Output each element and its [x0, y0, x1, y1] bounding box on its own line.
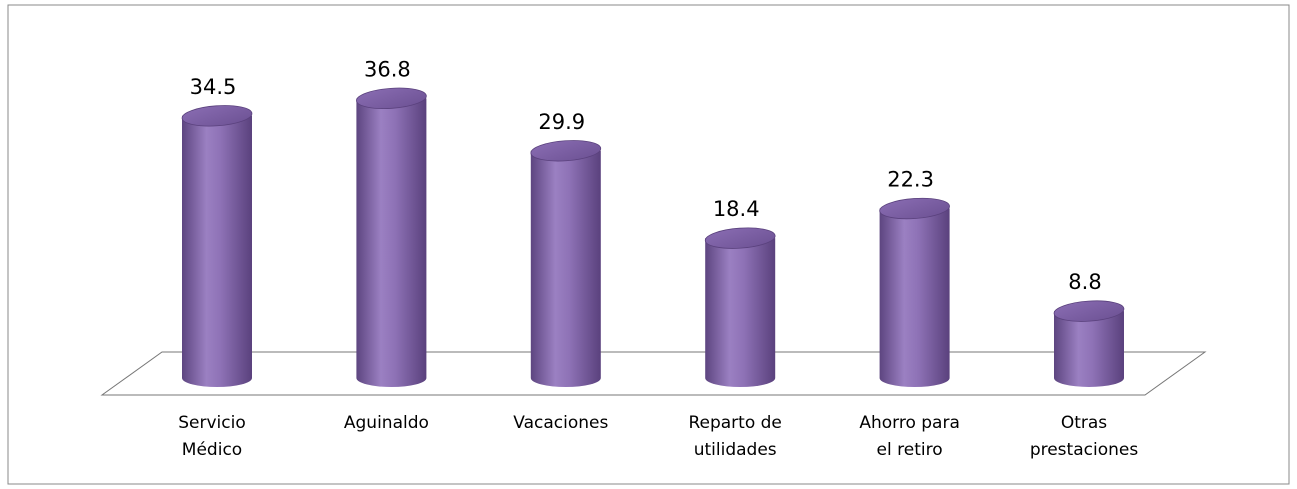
bar [181, 105, 253, 388]
x-tick-label: Vacaciones [513, 413, 609, 433]
bar-body [182, 115, 252, 388]
bar [1053, 300, 1125, 387]
data-label: 34.5 [190, 75, 237, 99]
x-tick-label: Servicio Médico [178, 413, 246, 460]
bar-body [705, 238, 776, 387]
bar-top [1053, 300, 1125, 322]
data-label: 22.3 [887, 168, 934, 192]
x-tick-label: Aguinaldo [343, 413, 429, 433]
x-tick-label: Ahorro para el retiro [859, 413, 960, 460]
bar [530, 140, 602, 387]
bar-body [530, 150, 601, 387]
bar-top [530, 140, 602, 162]
bar [879, 197, 950, 387]
bar [356, 87, 427, 387]
bar-top [879, 197, 950, 220]
data-label: 29.9 [538, 110, 585, 134]
x-tick-label: Reparto de utilidades [688, 413, 782, 460]
data-label: 8.8 [1068, 270, 1101, 294]
bar [704, 227, 776, 387]
bar-body [879, 208, 950, 387]
bar-top [704, 227, 776, 249]
x-tick-label: Otras prestaciones [1029, 413, 1139, 460]
bar-body [1054, 311, 1124, 387]
data-label: 36.8 [364, 57, 411, 81]
bar-body [356, 98, 427, 387]
floor [100, 351, 1207, 396]
data-label: 18.4 [713, 197, 760, 221]
bar-top [356, 87, 427, 109]
frame [7, 4, 1290, 485]
bar-top [181, 105, 253, 127]
